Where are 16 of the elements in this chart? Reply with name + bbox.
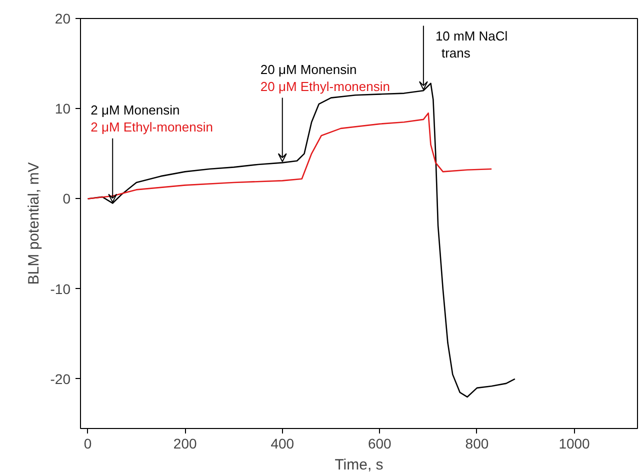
x-tick-label: 0 bbox=[84, 436, 92, 452]
annotation: 10 mM NaCl trans bbox=[435, 28, 508, 61]
annotation: 2 μM Monensin 2 μM Ethyl-monensin bbox=[90, 102, 213, 134]
y-axis-title: BLM potential, mV bbox=[25, 162, 42, 285]
y-tick-label: 0 bbox=[62, 190, 71, 207]
x-axis-title: Time, s bbox=[334, 456, 384, 474]
x-tick-label: 600 bbox=[368, 436, 392, 452]
x-tick-label: 400 bbox=[270, 436, 294, 452]
y-tick-label: 10 bbox=[54, 100, 71, 117]
y-tick-label: -10 bbox=[50, 280, 71, 297]
x-tick-label: 200 bbox=[173, 436, 197, 452]
y-tick-label: 20 bbox=[54, 10, 71, 26]
x-tick-label: 800 bbox=[465, 436, 489, 452]
y-tick-label: -20 bbox=[50, 370, 71, 387]
x-tick-label: 1000 bbox=[558, 436, 590, 452]
annotation: 20 μM Monensin 20 μM Ethyl-monensin bbox=[260, 62, 390, 94]
